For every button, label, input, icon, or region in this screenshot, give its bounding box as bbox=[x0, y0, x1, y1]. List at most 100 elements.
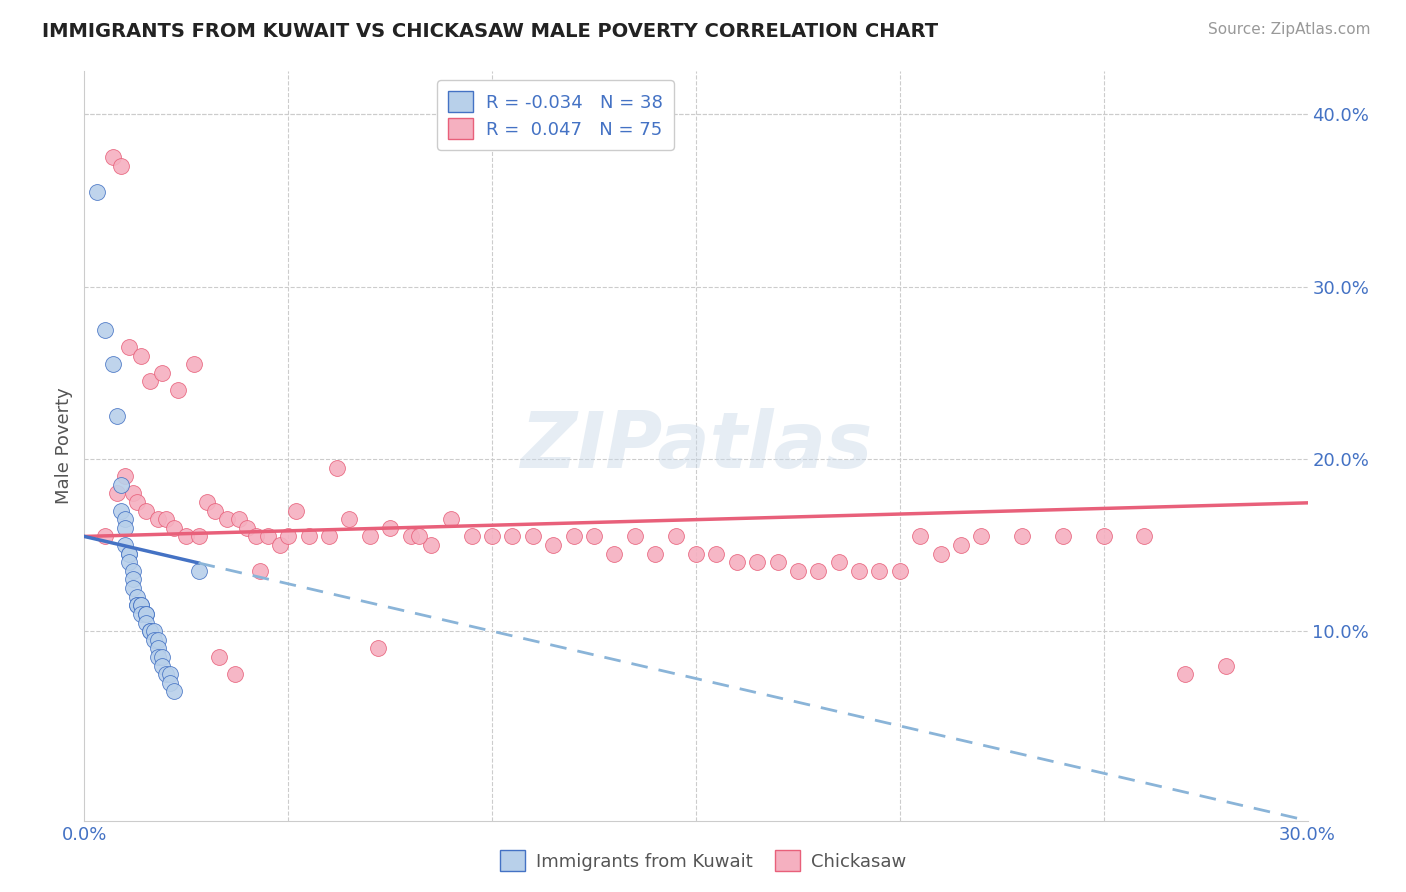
Point bbox=[163, 521, 186, 535]
Point bbox=[195, 495, 218, 509]
Point bbox=[318, 529, 340, 543]
Point bbox=[543, 538, 565, 552]
Point bbox=[135, 615, 157, 630]
Point bbox=[138, 624, 160, 639]
Point bbox=[122, 573, 145, 587]
Point bbox=[138, 375, 160, 389]
Point bbox=[828, 555, 851, 569]
Point bbox=[1052, 529, 1074, 543]
Point bbox=[339, 512, 361, 526]
Point bbox=[174, 529, 197, 543]
Point bbox=[110, 503, 132, 517]
Point bbox=[245, 529, 267, 543]
Point bbox=[131, 599, 153, 613]
Point bbox=[142, 624, 165, 639]
Point bbox=[228, 512, 250, 526]
Point bbox=[105, 409, 128, 423]
Point bbox=[269, 538, 291, 552]
Point bbox=[127, 590, 149, 604]
Point bbox=[929, 547, 952, 561]
Point bbox=[1133, 529, 1156, 543]
Point bbox=[118, 547, 141, 561]
Point bbox=[146, 512, 169, 526]
Point bbox=[1011, 529, 1033, 543]
Point bbox=[135, 607, 157, 621]
Point bbox=[127, 495, 149, 509]
Point bbox=[970, 529, 993, 543]
Legend: R = -0.034   N = 38, R =  0.047   N = 75: R = -0.034 N = 38, R = 0.047 N = 75 bbox=[437, 80, 673, 150]
Point bbox=[408, 529, 430, 543]
Point bbox=[122, 564, 145, 578]
Point bbox=[1174, 667, 1197, 681]
Point bbox=[118, 340, 141, 354]
Text: Source: ZipAtlas.com: Source: ZipAtlas.com bbox=[1208, 22, 1371, 37]
Point bbox=[848, 564, 870, 578]
Point bbox=[277, 529, 299, 543]
Point bbox=[204, 503, 226, 517]
Point bbox=[367, 641, 389, 656]
Text: IMMIGRANTS FROM KUWAIT VS CHICKASAW MALE POVERTY CORRELATION CHART: IMMIGRANTS FROM KUWAIT VS CHICKASAW MALE… bbox=[42, 22, 938, 41]
Point bbox=[101, 151, 124, 165]
Point bbox=[1092, 529, 1115, 543]
Point bbox=[725, 555, 748, 569]
Point bbox=[910, 529, 932, 543]
Point bbox=[93, 529, 115, 543]
Point bbox=[150, 658, 173, 673]
Point bbox=[217, 512, 239, 526]
Point bbox=[807, 564, 830, 578]
Point bbox=[146, 632, 169, 647]
Point bbox=[249, 564, 271, 578]
Point bbox=[131, 599, 153, 613]
Point bbox=[583, 529, 606, 543]
Point bbox=[86, 185, 108, 199]
Point bbox=[1215, 658, 1237, 673]
Point bbox=[257, 529, 280, 543]
Point bbox=[706, 547, 728, 561]
Point bbox=[101, 357, 124, 371]
Point bbox=[122, 581, 145, 595]
Point bbox=[440, 512, 463, 526]
Point bbox=[163, 684, 186, 698]
Point bbox=[224, 667, 246, 681]
Point bbox=[155, 512, 177, 526]
Point bbox=[766, 555, 789, 569]
Point bbox=[138, 624, 160, 639]
Point bbox=[208, 650, 231, 665]
Point bbox=[135, 503, 157, 517]
Point bbox=[150, 650, 173, 665]
Point bbox=[298, 529, 321, 543]
Point bbox=[114, 521, 136, 535]
Point bbox=[950, 538, 973, 552]
Y-axis label: Male Poverty: Male Poverty bbox=[55, 388, 73, 504]
Point bbox=[326, 460, 349, 475]
Point bbox=[603, 547, 626, 561]
Point bbox=[747, 555, 769, 569]
Point bbox=[380, 521, 402, 535]
Point bbox=[131, 349, 153, 363]
Point bbox=[127, 599, 149, 613]
Point bbox=[159, 676, 181, 690]
Point bbox=[114, 538, 136, 552]
Point bbox=[127, 599, 149, 613]
Point bbox=[150, 366, 173, 380]
Point bbox=[562, 529, 585, 543]
Point bbox=[114, 469, 136, 483]
Point bbox=[685, 547, 707, 561]
Point bbox=[146, 650, 169, 665]
Text: ZIPatlas: ZIPatlas bbox=[520, 408, 872, 484]
Point bbox=[187, 564, 209, 578]
Point bbox=[93, 323, 115, 337]
Point bbox=[105, 486, 128, 500]
Point bbox=[155, 667, 177, 681]
Point bbox=[869, 564, 891, 578]
Point bbox=[131, 607, 153, 621]
Point bbox=[359, 529, 381, 543]
Point bbox=[420, 538, 443, 552]
Point bbox=[399, 529, 422, 543]
Point bbox=[183, 357, 205, 371]
Point bbox=[285, 503, 308, 517]
Point bbox=[110, 477, 132, 491]
Point bbox=[461, 529, 484, 543]
Point bbox=[522, 529, 544, 543]
Point bbox=[118, 555, 141, 569]
